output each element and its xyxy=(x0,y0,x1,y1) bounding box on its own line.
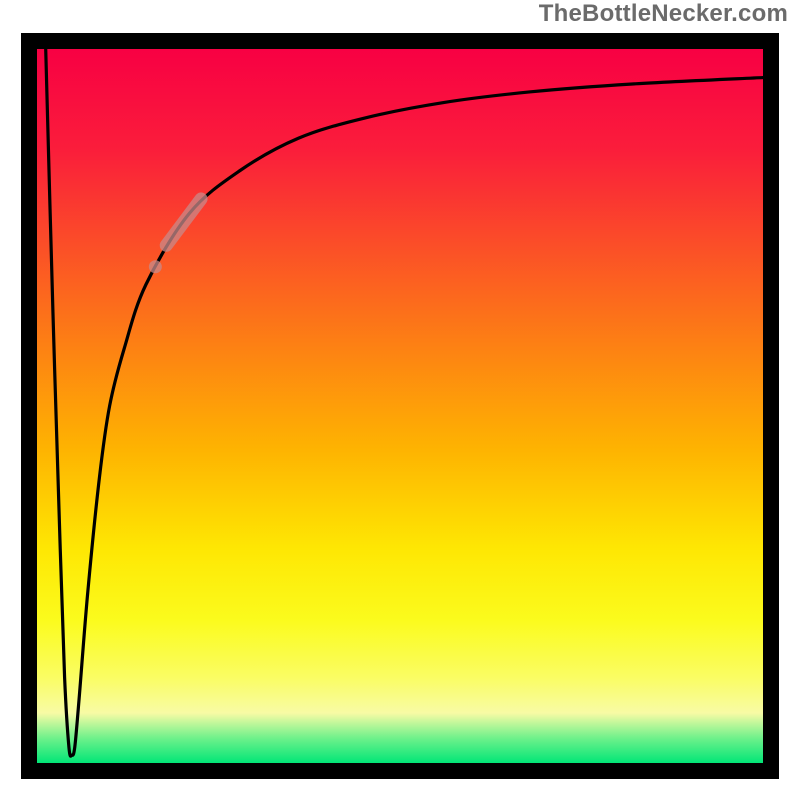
figure: TheBottleNecker.com xyxy=(0,0,800,800)
chart-svg xyxy=(0,0,800,800)
gradient-bg xyxy=(37,49,763,763)
highlight-dot xyxy=(149,260,162,273)
